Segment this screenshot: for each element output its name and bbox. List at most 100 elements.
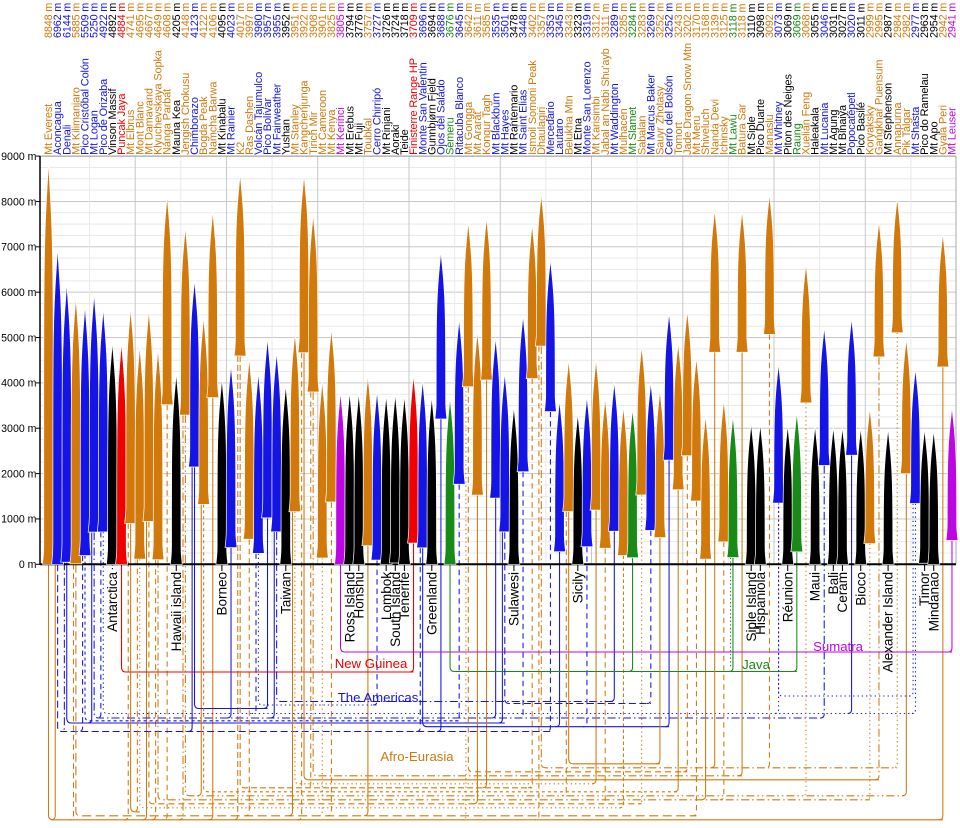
- svg-text:Gunnbjørn Fjeld: Gunnbjørn Fjeld: [426, 78, 438, 155]
- svg-text:Réunion: Réunion: [780, 572, 795, 622]
- svg-text:Mt Gongga: Mt Gongga: [463, 101, 475, 155]
- svg-text:Ojos del Salado: Ojos del Salado: [436, 79, 448, 154]
- svg-text:4017 m: 4017 m: [235, 3, 247, 38]
- svg-text:6144 m: 6144 m: [61, 3, 73, 38]
- svg-text:Mt Kinabalu: Mt Kinabalu: [216, 98, 228, 154]
- svg-text:Namcha Barwa: Namcha Barwa: [207, 81, 219, 155]
- svg-text:K2: K2: [235, 142, 247, 155]
- svg-text:3952 m: 3952 m: [280, 3, 292, 38]
- svg-text:6000 m: 6000 m: [1, 287, 37, 299]
- svg-text:Sauyr Zhotasy: Sauyr Zhotasy: [655, 85, 667, 155]
- svg-text:Mt Everest: Mt Everest: [43, 104, 55, 155]
- svg-text:3694 m: 3694 m: [426, 3, 438, 38]
- svg-text:Mt Blackburn: Mt Blackburn: [490, 93, 502, 155]
- svg-text:Mt Erebus: Mt Erebus: [344, 106, 356, 155]
- svg-text:Mt Lucania: Mt Lucania: [819, 102, 831, 155]
- svg-text:4892 m: 4892 m: [107, 3, 119, 38]
- svg-text:4205 m: 4205 m: [171, 3, 183, 38]
- svg-text:2984 m: 2984 m: [892, 3, 904, 38]
- svg-text:5509 m: 5509 m: [80, 3, 92, 38]
- svg-text:Mulhacén: Mulhacén: [618, 108, 630, 154]
- svg-text:Mt Meru: Mt Meru: [691, 116, 703, 155]
- svg-text:Pico Bolívar: Pico Bolívar: [262, 98, 274, 155]
- svg-text:Volcán Tajumulco: Volcán Tajumulco: [253, 72, 265, 155]
- svg-text:Pik Talgar: Pik Talgar: [901, 108, 913, 155]
- svg-text:Batura Sar: Batura Sar: [737, 103, 749, 155]
- svg-text:Popocatépetl: Popocatépetl: [846, 93, 858, 155]
- svg-text:Mt Marcus Baker: Mt Marcus Baker: [645, 74, 657, 155]
- svg-text:Ross Island: Ross Island: [342, 572, 357, 642]
- svg-text:4023 m: 4023 m: [226, 3, 238, 38]
- svg-text:Sicily: Sicily: [570, 572, 585, 604]
- svg-text:3402 m: 3402 m: [527, 3, 539, 38]
- svg-text:2977 m: 2977 m: [910, 3, 922, 38]
- svg-text:4106 m: 4106 m: [207, 3, 219, 38]
- svg-text:Yushan: Yushan: [280, 119, 292, 155]
- svg-text:Vinson Massif: Vinson Massif: [107, 88, 119, 155]
- svg-text:3110 m: 3110 m: [746, 4, 758, 38]
- svg-text:3027 m: 3027 m: [837, 3, 849, 38]
- svg-text:3535 m: 3535 m: [490, 3, 502, 38]
- svg-text:5000 m: 5000 m: [1, 332, 37, 344]
- svg-text:3202 m: 3202 m: [682, 3, 694, 38]
- svg-text:Konqur Tagh: Konqur Tagh: [481, 94, 493, 155]
- svg-text:Toubkal: Toubkal: [363, 118, 375, 155]
- svg-text:4649 m: 4649 m: [153, 3, 165, 38]
- svg-text:3168 m: 3168 m: [700, 3, 712, 38]
- svg-text:3585 m: 3585 m: [481, 3, 493, 38]
- svg-text:Borneo: Borneo: [214, 572, 229, 616]
- svg-text:Hispaniola: Hispaniola: [753, 572, 768, 635]
- svg-text:3448 m: 3448 m: [518, 3, 530, 38]
- svg-text:4122 m: 4122 m: [198, 3, 210, 38]
- svg-text:Piton des Neiges: Piton des Neiges: [782, 74, 794, 155]
- svg-text:3343 m: 3343 m: [563, 3, 575, 38]
- svg-text:4667 m: 4667 m: [143, 3, 155, 38]
- svg-text:The Americas: The Americas: [338, 690, 419, 705]
- svg-text:Sulawesi: Sulawesi: [507, 572, 522, 626]
- svg-text:Mt Shasta: Mt Shasta: [910, 106, 922, 155]
- svg-text:Java: Java: [742, 657, 771, 672]
- svg-text:2999 m: 2999 m: [864, 3, 876, 38]
- svg-text:Ichinsky: Ichinsky: [718, 116, 730, 155]
- svg-text:Aoraki: Aoraki: [390, 125, 402, 155]
- svg-text:4884 m: 4884 m: [116, 3, 128, 38]
- svg-text:2941 m: 2941 m: [947, 3, 959, 38]
- svg-text:Ceram: Ceram: [835, 572, 850, 613]
- svg-text:Gangkhar Puensum: Gangkhar Puensum: [874, 60, 886, 155]
- svg-text:3611 m: 3611 m: [472, 4, 484, 38]
- svg-text:Alexander Island: Alexander Island: [881, 572, 896, 672]
- svg-text:4148 m: 4148 m: [180, 3, 192, 38]
- svg-text:2954 m: 2954 m: [928, 3, 940, 38]
- svg-text:Teide: Teide: [399, 129, 411, 155]
- svg-text:Tomort: Tomort: [673, 122, 685, 155]
- svg-text:3696 m: 3696 m: [417, 3, 429, 38]
- svg-text:Mauna Kea: Mauna Kea: [171, 99, 183, 155]
- svg-text:Mt Kilimanjaro: Mt Kilimanjaro: [70, 87, 82, 155]
- svg-text:Cerro del Bolsón: Cerro del Bolsón: [664, 75, 676, 155]
- svg-text:3139 m: 3139 m: [709, 3, 721, 38]
- svg-text:2982 m: 2982 m: [901, 3, 913, 38]
- svg-text:Ras Dashen: Ras Dashen: [244, 96, 256, 155]
- svg-text:3955 m: 3955 m: [271, 3, 283, 38]
- svg-text:Mt Ararat: Mt Ararat: [472, 112, 484, 155]
- svg-text:New Guinea: New Guinea: [335, 656, 408, 671]
- svg-text:Pico Cristóbal Colón: Pico Cristóbal Colón: [80, 58, 92, 155]
- svg-text:3353 m: 3353 m: [545, 3, 557, 38]
- svg-text:3501 m: 3501 m: [499, 3, 511, 38]
- svg-text:1000 m: 1000 m: [1, 514, 37, 526]
- svg-text:3269 m: 3269 m: [645, 3, 657, 38]
- svg-text:9000 m: 9000 m: [1, 151, 37, 163]
- svg-text:4695 m: 4695 m: [134, 3, 146, 38]
- svg-text:2942 m: 2942 m: [937, 3, 949, 38]
- svg-text:Mt Leuser: Mt Leuser: [947, 107, 959, 155]
- svg-text:Ismoil Somoni Peak: Ismoil Somoni Peak: [527, 60, 539, 155]
- svg-text:6962 m: 6962 m: [52, 3, 64, 38]
- svg-text:Sabalan: Sabalan: [636, 116, 648, 155]
- svg-text:Mont Blanc: Mont Blanc: [134, 101, 146, 155]
- svg-text:Monte San Lorenzo: Monte San Lorenzo: [582, 62, 594, 155]
- svg-text:3825 m: 3825 m: [326, 3, 338, 38]
- svg-text:Antarctica: Antarctica: [105, 572, 120, 632]
- svg-text:Semeru: Semeru: [445, 117, 457, 155]
- svg-text:3073 m: 3073 m: [773, 3, 785, 38]
- svg-text:Shiveluch: Shiveluch: [700, 109, 712, 155]
